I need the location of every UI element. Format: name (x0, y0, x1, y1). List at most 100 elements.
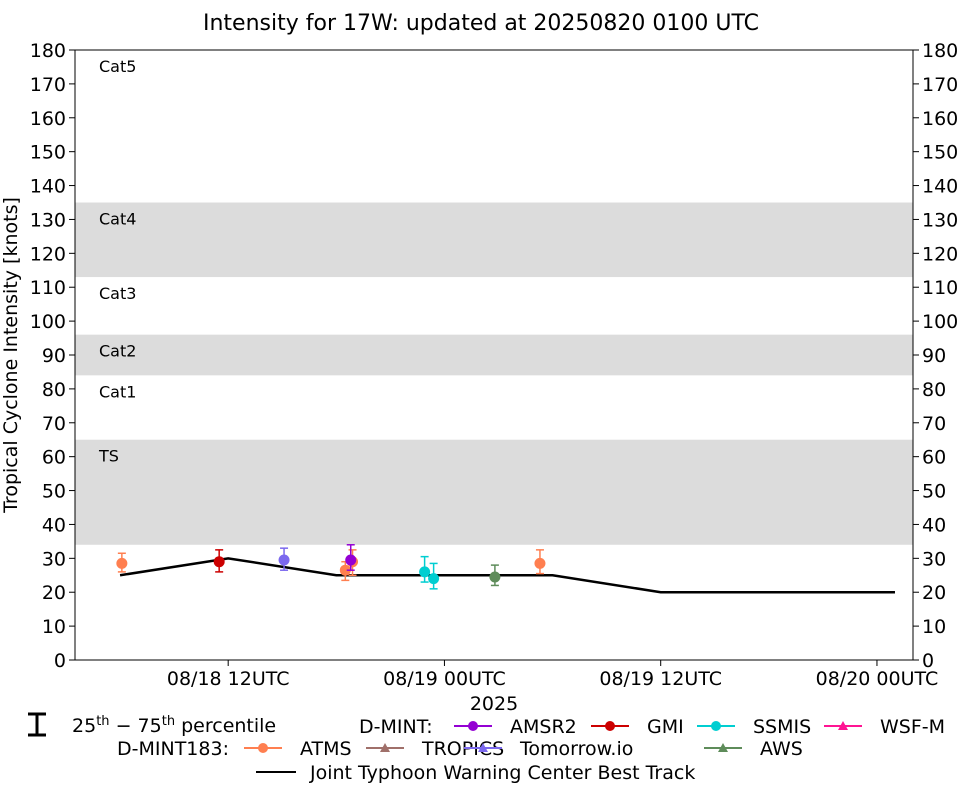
y-tick-label-left: 140 (30, 176, 66, 198)
legend-label: AMSR2 (510, 716, 577, 738)
y-axis-right: 0 10 20 30 40 50 60 70 80 90 100 110 120 130 140 150 160… (913, 40, 958, 672)
y-tick-label-left: 70 (42, 413, 66, 435)
point-atms (339, 560, 351, 582)
y-tick-label-right: 110 (922, 277, 958, 299)
category-band-cat2 (75, 334, 913, 376)
y-tick-label-left: 80 (42, 379, 66, 401)
point-ssmis (428, 562, 440, 590)
category-label-cat2: Cat2 (99, 342, 136, 361)
x-tick-label: 08/20 00UTC (816, 668, 939, 690)
y-tick-label-left: 50 (42, 481, 66, 503)
marker (339, 564, 351, 576)
point-atms (534, 549, 546, 575)
legend-dmint183-label: D-MINT183: (117, 738, 229, 760)
marker (345, 554, 357, 566)
legend-label: SSMIS (753, 716, 811, 738)
y-tick-label-right: 60 (922, 447, 946, 469)
y-tick-label-left: 20 (42, 582, 66, 604)
marker (116, 557, 128, 569)
percentile-icon (28, 712, 46, 737)
category-label-cat4: Cat4 (99, 210, 136, 229)
category-label-cat5: Cat5 (99, 57, 136, 76)
category-band-cat4 (75, 202, 913, 278)
y-tick-label-right: 0 (922, 650, 934, 672)
y-tick-label-right: 120 (922, 243, 958, 265)
legend-dmint-label: D-MINT: (359, 716, 433, 738)
marker (213, 556, 225, 568)
legend-label: Joint Typhoon Warning Center Best Track (309, 762, 695, 784)
legend-marker (838, 721, 848, 730)
legend-item-gmi: GMI (591, 716, 684, 738)
marker (278, 554, 290, 566)
point-gmi (213, 549, 225, 573)
y-tick-label-right: 20 (922, 582, 946, 604)
x-axis: 08/18 12UTC 08/19 00UTC 08/19 12UTC 08/20 0… (167, 660, 938, 690)
x-tick-label: 08/18 12UTC (167, 668, 290, 690)
y-tick-label-left: 160 (30, 108, 66, 130)
y-tick-label-left: 60 (42, 447, 66, 469)
y-tick-label-left: 130 (30, 209, 66, 231)
legend-marker (718, 743, 728, 752)
y-tick-label-left: 150 (30, 142, 66, 164)
best-track-series (119, 557, 895, 594)
legend-item-tropics: TROPICS (366, 738, 504, 760)
y-tick-label-right: 80 (922, 379, 946, 401)
x-tick-label: 08/19 00UTC (383, 668, 506, 690)
marker (419, 566, 431, 578)
legend-item-amsr2: AMSR2 (454, 716, 577, 738)
legend-label: AWS (760, 738, 803, 760)
legend-item-wsf-m: WSF-M (824, 716, 945, 738)
y-axis-left: 0 10 20 30 40 50 60 70 80 90 100 110 120 130 140 150 160… (30, 40, 75, 672)
category-band-ts (75, 439, 913, 545)
y-tick-label-right: 140 (922, 176, 958, 198)
legend-label: ATMS (300, 738, 352, 760)
y-tick-label-left: 40 (42, 514, 66, 536)
marker (428, 573, 440, 585)
y-tick-label-left: 10 (42, 616, 66, 638)
y-tick-label-left: 120 (30, 243, 66, 265)
percentile-label: 25th − 75th percentile (72, 714, 276, 737)
point-amsr2 (345, 544, 357, 571)
y-tick-label-right: 150 (922, 142, 958, 164)
chart-title: Intensity for 17W: updated at 20250820 0… (203, 11, 759, 36)
point-aws (489, 564, 501, 587)
legend-marker (468, 721, 478, 731)
best-track-line (119, 557, 895, 594)
category-label-ts: TS (98, 447, 119, 466)
legend-marker (711, 721, 721, 731)
x-axis-label: 2025 (470, 693, 518, 715)
y-tick-label-right: 160 (922, 108, 958, 130)
legend-marker (478, 743, 488, 752)
y-tick-label-left: 110 (30, 277, 66, 299)
y-tick-label-right: 70 (922, 413, 946, 435)
legend-label: GMI (647, 716, 684, 738)
category-label-cat3: Cat3 (99, 284, 136, 303)
point-atms (116, 552, 128, 573)
y-tick-label-right: 90 (922, 345, 946, 367)
legend-marker (605, 721, 615, 731)
y-tick-label-left: 100 (30, 311, 66, 333)
y-tick-label-right: 40 (922, 514, 946, 536)
y-tick-label-right: 10 (922, 616, 946, 638)
legend-label: TROPICS (421, 738, 504, 760)
legend-item-atms: ATMS (244, 738, 352, 760)
y-tick-label-left: 30 (42, 548, 66, 570)
category-label-cat1: Cat1 (99, 382, 136, 401)
marker (534, 557, 546, 569)
category-labels: TS Cat1 Cat2 Cat3 Cat4 Cat5 (98, 57, 136, 466)
legend-marker (258, 743, 268, 753)
legend-label: Tomorrow.io (519, 738, 633, 760)
x-tick-label: 08/19 12UTC (599, 668, 722, 690)
legend-label: WSF-M (880, 716, 945, 738)
point-ssmis (419, 555, 431, 583)
marker (489, 571, 501, 583)
y-tick-label-left: 180 (30, 40, 66, 62)
data-points (116, 544, 546, 590)
legend-item-ssmis: SSMIS (697, 716, 811, 738)
y-tick-label-right: 180 (922, 40, 958, 62)
y-tick-label-left: 0 (54, 650, 66, 672)
y-tick-label-right: 50 (922, 481, 946, 503)
category-bands (75, 202, 913, 545)
legend: 25th − 75th percentile D-MINT: AMSR2 GMI SSM… (28, 712, 945, 784)
